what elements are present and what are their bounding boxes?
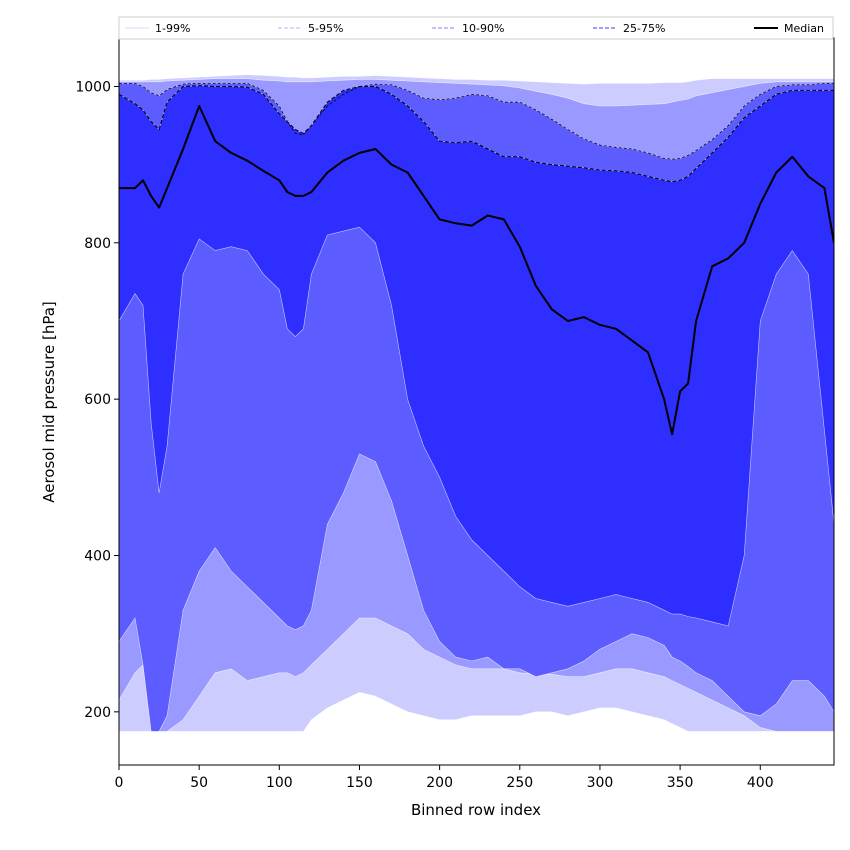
x-tick-label: 400 [747,775,774,791]
x-tick-label: 300 [587,775,614,791]
percentile-bands [119,74,834,732]
legend-label: 5-95% [308,22,343,35]
x-tick-label: 150 [346,775,373,791]
x-tick-label: 350 [667,775,694,791]
y-tick-label: 800 [84,236,111,252]
y-axis-label: Aerosol mid pressure [hPa] [40,301,58,503]
x-tick-label: 250 [506,775,533,791]
x-tick-label: 50 [190,775,208,791]
median-line [119,105,834,436]
y-tick-label: 1000 [75,79,111,95]
median-layer [119,105,834,436]
x-axis-label: Binned row index [411,801,541,819]
y-tick-label: 400 [84,548,111,564]
legend-label: 25-75% [623,22,665,35]
legend-label: 1-99% [155,22,190,35]
x-tick-label: 100 [266,775,293,791]
y-tick-label: 200 [84,705,111,721]
legend: 1-99% 5-95% 10-90% 25-75% Median [118,16,834,40]
legend-label: 10-90% [462,22,504,35]
decile-upper-line [119,82,834,160]
x-tick-label: 200 [426,775,453,791]
y-axis: 200 400 600 800 1000 [75,79,119,721]
quartile-upper-line [119,85,834,183]
legend-box [118,16,834,40]
x-tick-label: 0 [115,775,124,791]
y-tick-label: 600 [84,392,111,408]
x-axis: 0 50 100 150 200 250 300 350 400 [115,765,774,791]
legend-label: Median [784,22,824,35]
